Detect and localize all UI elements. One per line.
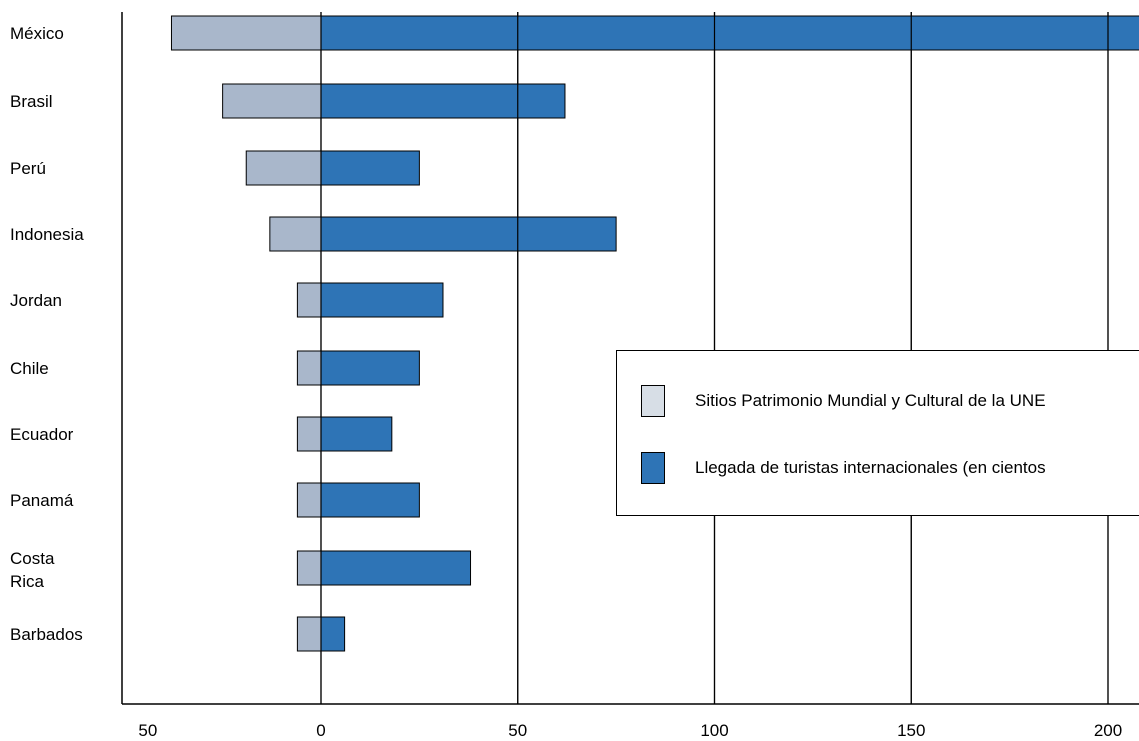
legend-label-heritage-sites: Sitios Patrimonio Mundial y Cultural de … <box>695 391 1046 410</box>
legend: Sitios Patrimonio Mundial y Cultural de … <box>616 350 1139 516</box>
bar-tourist-arrivals-7 <box>320 482 420 518</box>
category-label: Costa Rica <box>10 549 55 591</box>
x-tick-label: 50 <box>138 721 157 740</box>
category-label: Panamá <box>10 491 74 510</box>
category-label: Barbados <box>10 625 83 644</box>
bars <box>170 15 1139 652</box>
category-label: Brasil <box>10 92 53 111</box>
bar-heritage-sites-3 <box>269 216 322 252</box>
bar-heritage-sites-1 <box>222 83 322 119</box>
bar-heritage-sites-7 <box>296 482 322 518</box>
category-label: Ecuador <box>10 425 74 444</box>
bar-heritage-sites-5 <box>296 350 322 386</box>
bar-heritage-sites-4 <box>296 282 322 318</box>
legend-swatch-tourist-arrivals <box>641 452 665 484</box>
bar-heritage-sites-9 <box>296 616 322 652</box>
bar-tourist-arrivals-2 <box>320 150 420 186</box>
x-tick-label: 150 <box>897 721 925 740</box>
bar-heritage-sites-2 <box>245 150 322 186</box>
x-tick-label: 200 <box>1094 721 1122 740</box>
bar-heritage-sites-0 <box>170 15 322 51</box>
bar-tourist-arrivals-5 <box>320 350 420 386</box>
tick-labels: 50 0 50 100 150 200 <box>138 721 1122 740</box>
bar-tourist-arrivals-8 <box>320 550 472 586</box>
category-labels: México Brasil Perú Indonesia Jordan Chile Ecua… <box>10 24 84 644</box>
bar-tourist-arrivals-9 <box>320 616 346 652</box>
bar-tourist-arrivals-1 <box>320 83 566 119</box>
category-label: Perú <box>10 159 46 178</box>
category-label: México <box>10 24 64 43</box>
bar-tourist-arrivals-3 <box>320 216 617 252</box>
bar-tourist-arrivals-4 <box>320 282 444 318</box>
bar-tourist-arrivals-6 <box>320 416 393 452</box>
bar-tourist-arrivals-0 <box>320 15 1139 51</box>
legend-item-heritage-sites: Sitios Patrimonio Mundial y Cultural de … <box>641 384 1046 418</box>
x-tick-label: 100 <box>700 721 728 740</box>
bar-heritage-sites-6 <box>296 416 322 452</box>
legend-label-tourist-arrivals: Llegada de turistas internacionales (en … <box>695 458 1046 477</box>
legend-item-tourist-arrivals: Llegada de turistas internacionales (en … <box>641 451 1046 485</box>
category-label: Chile <box>10 359 49 378</box>
legend-swatch-heritage-sites <box>641 385 665 417</box>
axes <box>121 12 1139 705</box>
x-tick-label: 0 <box>316 721 325 740</box>
category-label: Jordan <box>10 291 62 310</box>
x-tick-label: 50 <box>508 721 527 740</box>
bar-heritage-sites-8 <box>296 550 322 586</box>
category-label: Indonesia <box>10 225 84 244</box>
